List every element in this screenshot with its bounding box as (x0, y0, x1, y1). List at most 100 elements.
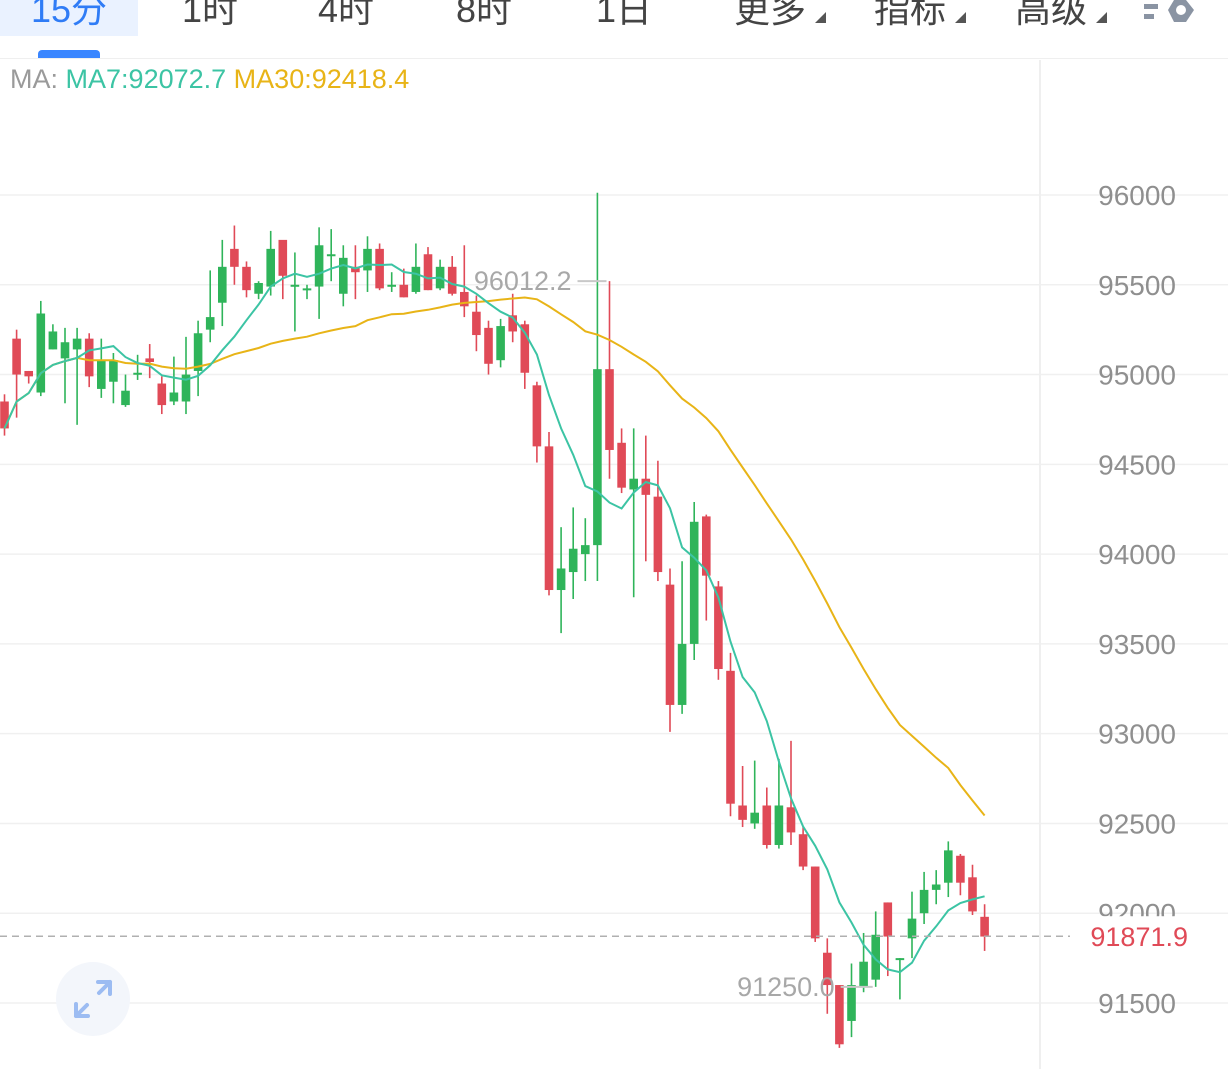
ma30-value: MA30:92418.4 (233, 64, 410, 94)
candle (726, 652, 735, 817)
candle-body (677, 643, 687, 705)
candle (835, 985, 844, 1048)
candle-body (411, 266, 421, 292)
active-tab-indicator (38, 50, 100, 58)
ma30-line (3, 296, 986, 817)
price-tick-label: 94500 (1098, 449, 1176, 480)
candle-body (702, 516, 711, 576)
candle-body (980, 916, 989, 937)
candle (617, 428, 626, 494)
candle (544, 432, 554, 596)
candle-body (823, 952, 832, 986)
ma-legend: MA: MA7:92072.7 MA30:92418.4 (10, 64, 409, 95)
candle (0, 394, 9, 436)
candle (157, 376, 167, 415)
candle-body (133, 372, 142, 375)
candle (968, 864, 977, 916)
candle (702, 514, 711, 621)
candle (266, 230, 275, 296)
settings-gear-icon[interactable] (1138, 0, 1198, 26)
candle (556, 527, 566, 634)
expand-button[interactable] (56, 962, 130, 1036)
candle-body (205, 317, 215, 330)
candle-body (931, 884, 941, 890)
candle (48, 324, 58, 350)
tab-15m[interactable]: 15分 (0, 0, 138, 36)
candle (786, 740, 796, 845)
candle-body (460, 291, 469, 307)
candle-body (641, 478, 651, 495)
candle-body (786, 807, 796, 833)
tab-4h[interactable]: 4时 (317, 0, 375, 30)
candle-body (956, 855, 965, 883)
low-marker: 91250.0 (737, 972, 873, 1002)
price-gridlines (0, 194, 1228, 1004)
candles-layer (0, 192, 989, 1048)
candle (423, 247, 433, 291)
price-tick-label: 93500 (1098, 629, 1176, 660)
candle-body (339, 257, 348, 294)
candle-body (907, 918, 917, 939)
expand-diagonal-icon (74, 980, 112, 1018)
candle-body (290, 284, 300, 287)
ma-prefix: MA: (10, 64, 59, 94)
candle (121, 374, 130, 407)
candle (593, 192, 602, 582)
candle (36, 300, 46, 397)
candle-body (847, 985, 856, 1021)
low-price-label: 91250.0 (737, 972, 835, 1002)
candle (944, 841, 953, 898)
candle-body (266, 248, 275, 287)
candle-body (0, 401, 9, 429)
tab-indicators[interactable]: 指标 (873, 0, 946, 30)
candle-body (302, 288, 312, 291)
candle (278, 239, 288, 300)
tab-advanced[interactable]: 高级 (1014, 0, 1087, 30)
candle-body (145, 358, 154, 362)
candle (895, 958, 905, 1000)
tab-1d[interactable]: 1日 (595, 0, 653, 30)
candle (205, 270, 215, 343)
candle-body (508, 315, 517, 332)
candle (810, 866, 820, 942)
candle (302, 284, 312, 300)
candle (641, 435, 651, 562)
candle (109, 353, 118, 404)
candle (169, 356, 179, 406)
price-tick-label: 93000 (1098, 719, 1176, 750)
candle (411, 243, 421, 294)
price-tick-label: 96000 (1098, 180, 1176, 211)
candle (750, 760, 759, 829)
candle (689, 502, 699, 661)
candle (629, 428, 638, 598)
candle (254, 281, 263, 300)
candle-body (617, 442, 626, 488)
candle-body (278, 239, 288, 276)
ma7-value: MA7:92072.7 (65, 64, 227, 94)
timeframe-tab-bar: 15分 1时 4时 8时 1日 更多 指标 高级 (0, 0, 1228, 59)
candle (919, 871, 929, 924)
candle (460, 245, 469, 318)
candle (326, 229, 336, 282)
candle (532, 381, 542, 463)
candle-body (181, 374, 191, 402)
candle-body (762, 805, 772, 845)
tab-more[interactable]: 更多 (733, 0, 806, 30)
candle-body (653, 496, 663, 573)
candle (133, 354, 142, 380)
candle (472, 295, 481, 352)
candle-body (496, 326, 505, 361)
candle-body (520, 324, 530, 373)
tab-1h[interactable]: 1时 (181, 0, 239, 30)
tab-8h[interactable]: 8时 (455, 0, 513, 30)
price-tick-label: 95000 (1098, 360, 1176, 391)
candle-body (193, 333, 203, 371)
candle (568, 507, 578, 599)
candle (435, 259, 445, 291)
candle-body (326, 254, 336, 257)
candle (774, 758, 784, 849)
candle (218, 239, 227, 327)
candle-body (24, 370, 33, 377)
indicators-dropdown-icon (955, 12, 966, 23)
